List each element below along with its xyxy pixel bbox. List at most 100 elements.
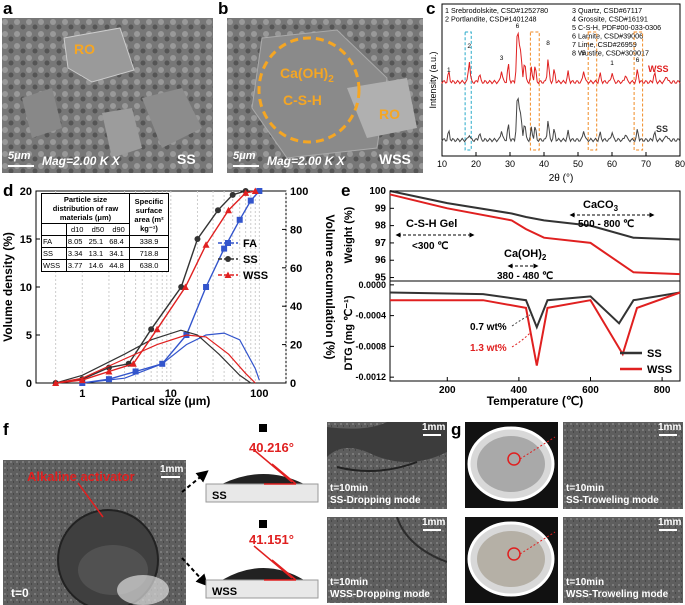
- xrd-peak-label: 5: [582, 50, 586, 57]
- xrd-highlight-box: [633, 31, 644, 151]
- time-label: t=0: [11, 586, 29, 600]
- psd-ylabel-right: Volume accumulation (%): [323, 214, 335, 359]
- xrd-peak-label: 1: [610, 60, 614, 67]
- contact-angle-wss: WSS 41.151°: [205, 520, 319, 599]
- psd-y2tick-label: 100: [290, 186, 308, 198]
- xrd-xtick-label: 70: [641, 159, 651, 169]
- psd-legend-label: WSS: [243, 270, 268, 282]
- scale-bar: [659, 434, 677, 436]
- cell: 13.1: [88, 249, 104, 258]
- scale-bar: [161, 476, 180, 478]
- tg-xtick-label: 400: [511, 385, 528, 396]
- xrd-highlight-box: [464, 31, 472, 151]
- psd-point: [52, 379, 60, 386]
- xrd-legend-item: 4 Grossite, CSD#16191: [572, 15, 648, 24]
- xrd-legend-item: 2 Portlandite, CSD#1401248: [445, 15, 537, 24]
- scale-label: 1mm: [422, 517, 446, 528]
- tg-ylabel-top: Weight (%): [343, 206, 355, 263]
- psd-table-h2: Specific surface area (m² kg⁻¹): [134, 196, 164, 233]
- tg-ytick-label: 95: [375, 273, 387, 284]
- mode-label: WSS-Dropping mode: [330, 589, 430, 600]
- tg-y2tick-label: 0.0000: [358, 280, 386, 290]
- psd-col-d10: d10: [70, 225, 84, 234]
- psd-chart: 1 10 100 0 5 10 15 20 0 20 40 60 80 100 Partical size…: [1, 186, 335, 408]
- psd-point: [78, 376, 86, 384]
- psd-ytick-label: 5: [26, 330, 32, 342]
- scale-bar: [423, 529, 441, 531]
- scale-label: 1mm: [658, 517, 682, 528]
- cell: 25.1: [88, 237, 104, 246]
- droplet-image-t0: Alkaline activator t=0 1mm: [3, 460, 186, 605]
- cell: 14.6: [88, 261, 104, 270]
- activator-label: Alkaline activator: [27, 469, 135, 484]
- time-label: t=10min: [566, 577, 605, 588]
- panel-label-a: a: [3, 0, 13, 18]
- ann-caoh2-range: 380 - 480 ℃: [497, 271, 553, 282]
- psd-ytick-label: 20: [20, 186, 32, 198]
- xrd-legend-item: 8 Wustite, CSD#309017: [572, 49, 649, 58]
- xrd-xtick-label: 60: [607, 159, 617, 169]
- psd-point: [203, 284, 210, 290]
- scale-label: 1mm: [422, 422, 446, 433]
- xrd-xtick-label: 20: [471, 159, 481, 169]
- psd-cumulative-SS: [55, 190, 246, 384]
- row-name: SS: [42, 247, 67, 260]
- xrd-peak-label: 6: [636, 57, 640, 64]
- psd-legend-marker: [225, 240, 231, 246]
- sem-image-wss: Ca(OH)2 C-S-H RO 5μm Mag=2.00 K X WSS: [227, 18, 423, 173]
- ann-wt-ss: 0.7 wt%: [470, 322, 507, 333]
- xrd-legend-item: 7 Lime, CSD#26959: [572, 40, 637, 49]
- psd-col-d90: d90: [108, 223, 131, 236]
- sample-label: SS: [177, 151, 196, 167]
- xrd-peak-label: 8: [546, 40, 550, 47]
- psd-point: [202, 241, 210, 248]
- psd-table-grid: Particle size distribution of raw materi…: [42, 194, 168, 271]
- xrd-peak-label: 3: [500, 55, 504, 62]
- scale-label: 1mm: [658, 422, 682, 433]
- psd-point: [181, 283, 189, 290]
- xrd-legend-item: 3 Quartz, CSD#67117: [572, 6, 642, 15]
- psd-point: [221, 245, 228, 252]
- sample-tag-wss: WSS: [212, 586, 237, 598]
- table-row: FA 8.05 25.1 68.4 338.9: [42, 235, 168, 248]
- xrd-highlight-box: [529, 31, 540, 151]
- flow-arrows: [181, 470, 209, 587]
- tg-xtick-label: 200: [439, 385, 456, 396]
- cell: 34.1: [108, 247, 131, 260]
- tg-xlabel: Temperature (℃): [487, 394, 584, 408]
- table-row: SS 3.34 13.1 34.1 718.8: [42, 247, 168, 260]
- psd-point: [214, 207, 221, 214]
- ann-caoh2: Ca(OH)2: [504, 248, 547, 262]
- xrd-xtick-label: 30: [505, 159, 515, 169]
- psd-ytick-label: 10: [20, 282, 32, 294]
- mode-label: SS-Dropping mode: [330, 495, 421, 506]
- xrd-xtick-label: 10: [437, 159, 447, 169]
- mode-label: SS-Troweling mode: [566, 495, 659, 506]
- tg-dtg-WSS: [389, 291, 681, 366]
- psd-cumulative-WSS: [55, 190, 256, 384]
- psd-legend-marker: [224, 271, 232, 278]
- overlay-label-caoh2: Ca(OH)2: [280, 65, 334, 85]
- ann-csh: C-S-H Gel: [406, 218, 457, 230]
- tg-frame: [389, 190, 681, 382]
- tg-y2tick-label: -0.0012: [355, 372, 386, 382]
- psd-point: [105, 367, 113, 375]
- psd-legend-label: SS: [243, 254, 258, 266]
- psd-cumulative-FA: [82, 190, 260, 384]
- tg-dtg-SS: [389, 291, 681, 330]
- psd-point: [224, 206, 232, 214]
- contact-angle-ss: SS 40.216°: [205, 424, 319, 503]
- psd-density-WSS: [55, 334, 256, 384]
- xrd-series-label-ss: SS: [656, 124, 668, 134]
- xrd-highlight-box: [587, 31, 598, 151]
- xrd-peak-label: 2: [467, 43, 471, 50]
- psd-y2tick-label: 60: [290, 263, 302, 275]
- tg-y2tick-label: -0.0008: [355, 341, 386, 351]
- ann-wt-wss: 1.3 wt%: [470, 343, 507, 354]
- tg-ylabel-bottom: DTG (mg ℃⁻¹): [343, 295, 355, 370]
- psd-density-SS: [55, 329, 252, 384]
- sample-tag-ss: SS: [212, 490, 227, 502]
- tg-xtick-label: 600: [582, 385, 599, 396]
- panel-label-c: c: [426, 0, 436, 18]
- troweling-image-ss: 1mm t=10min SS-Troweling mode: [563, 422, 683, 509]
